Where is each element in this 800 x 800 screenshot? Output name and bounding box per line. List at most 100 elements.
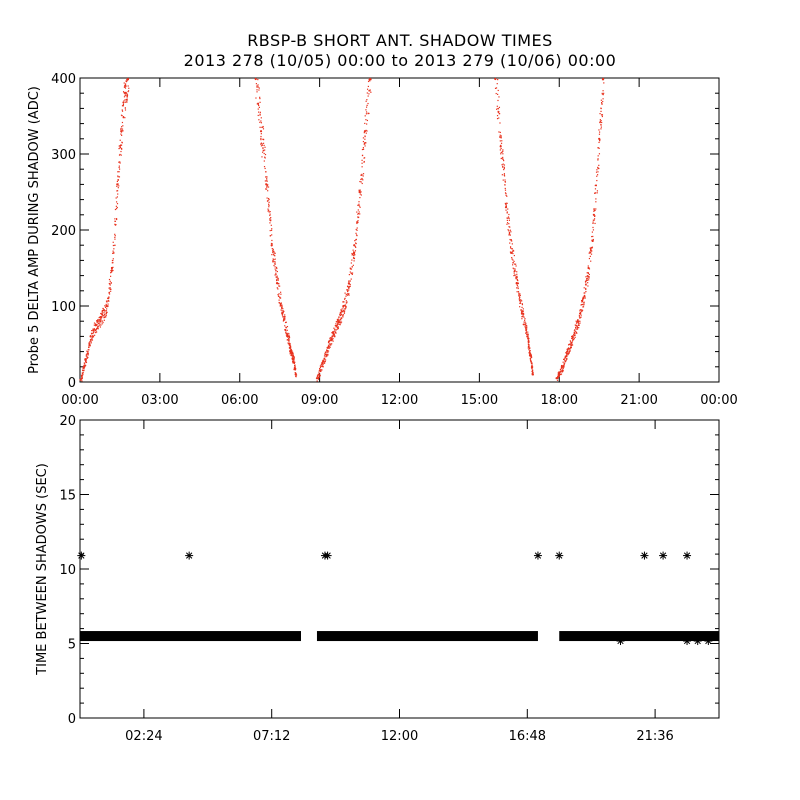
- data-dot: [598, 153, 601, 155]
- data-dot: [577, 321, 579, 323]
- data-dot: [262, 126, 264, 128]
- data-dot: [519, 297, 521, 299]
- data-dot: [498, 113, 500, 115]
- data-dot: [501, 151, 503, 153]
- data-dot: [515, 276, 517, 278]
- data-point: [259, 130, 263, 133]
- data-dot: [340, 319, 342, 321]
- data-dot: [105, 313, 107, 315]
- data-dot: [517, 291, 520, 293]
- data-dot: [598, 164, 600, 166]
- data-dot: [93, 328, 95, 330]
- data-dot: [354, 245, 356, 248]
- data-dot: [275, 273, 277, 276]
- data-dot: [343, 301, 345, 303]
- data-dot: [339, 318, 342, 320]
- data-dot: [270, 217, 272, 219]
- data-dot: [99, 316, 101, 318]
- data-dot: [527, 331, 529, 333]
- data-dot: [292, 354, 294, 356]
- data-dot: [498, 131, 500, 133]
- data-dot: [290, 351, 293, 353]
- data-dot: [558, 375, 560, 378]
- data-dot: [500, 153, 502, 155]
- data-dot: [584, 292, 586, 294]
- data-dot: [118, 168, 121, 170]
- data-dot: [355, 232, 357, 234]
- outlier-asterisk: [683, 551, 692, 560]
- data-dot: [513, 254, 515, 257]
- data-dot: [345, 307, 347, 309]
- data-dot: [576, 326, 578, 328]
- data-dot: [581, 309, 584, 311]
- data-dot: [82, 373, 84, 375]
- data-dot: [344, 310, 346, 312]
- data-dot: [97, 326, 99, 328]
- data-dot: [588, 277, 590, 279]
- data-dot: [575, 327, 577, 329]
- data-dot: [269, 213, 271, 215]
- data-dot: [516, 276, 518, 278]
- data-dot: [108, 293, 111, 295]
- data-dot: [501, 164, 503, 166]
- data-dot: [594, 188, 597, 190]
- data-dot: [321, 363, 323, 365]
- data-dot: [333, 334, 335, 336]
- data-dot: [124, 92, 126, 95]
- data-dot: [291, 354, 293, 356]
- data-dot: [519, 302, 522, 304]
- data-dot: [356, 211, 358, 213]
- data-dot: [367, 102, 369, 105]
- data-dot: [579, 311, 582, 314]
- data-dot: [580, 314, 582, 316]
- data-dot: [278, 283, 280, 285]
- data-dot: [570, 341, 572, 343]
- data-dot: [282, 310, 284, 312]
- data-dot: [574, 332, 576, 335]
- data-dot: [88, 341, 91, 343]
- data-dot: [112, 259, 114, 262]
- data-dot: [363, 132, 365, 134]
- x-tick-label: 07:12: [253, 729, 290, 744]
- data-dot: [331, 336, 333, 338]
- data-dot: [255, 97, 257, 99]
- data-dot: [122, 116, 125, 118]
- data-dot: [580, 309, 582, 311]
- data-dot: [126, 96, 128, 98]
- data-dot: [562, 361, 564, 363]
- data-dot: [521, 303, 523, 305]
- data-dot: [341, 317, 343, 320]
- data-dot: [122, 125, 124, 127]
- data-dot: [359, 180, 361, 183]
- data-dot: [273, 254, 275, 256]
- data-dot: [587, 272, 590, 274]
- data-dot: [357, 221, 359, 224]
- data-dot: [601, 79, 604, 81]
- data-dot: [291, 357, 293, 359]
- data-dot: [109, 287, 111, 289]
- data-dot: [596, 192, 598, 194]
- data-dot: [126, 80, 128, 82]
- data-dot: [570, 346, 572, 349]
- data-dot: [114, 218, 116, 220]
- data-dot: [81, 380, 83, 382]
- data-dot: [279, 297, 282, 299]
- data-dot: [123, 92, 125, 94]
- data-dot: [511, 258, 513, 260]
- data-dot: [355, 228, 357, 231]
- top-plot: 0 100 200 300 400 00:00 03:00 06:00 09:00 12:00 15…: [27, 72, 738, 408]
- data-dot: [568, 348, 570, 350]
- data-dot: [570, 342, 572, 344]
- data-dot: [597, 167, 600, 170]
- data-dot: [531, 366, 534, 369]
- data-dot: [106, 311, 108, 313]
- data-dot: [579, 310, 581, 312]
- data-dot: [512, 252, 514, 255]
- data-dot: [257, 114, 259, 117]
- data-dot: [85, 364, 87, 367]
- data-dot: [120, 114, 123, 116]
- data-dot: [527, 333, 529, 335]
- data-dot: [126, 93, 128, 95]
- data-dot: [290, 348, 292, 350]
- data-dot: [360, 174, 362, 176]
